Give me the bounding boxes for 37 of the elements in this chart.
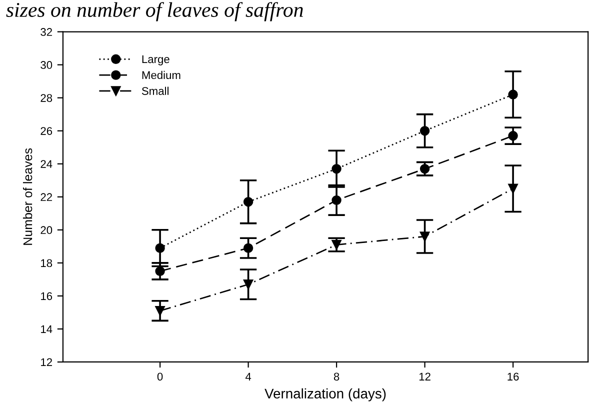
point: [420, 126, 430, 136]
y-tick-label: 28: [40, 94, 52, 102]
y-tick-label: 22: [40, 193, 52, 201]
point: [155, 266, 165, 276]
point: [243, 196, 254, 207]
point: [508, 90, 518, 100]
x-tick-label: 0: [157, 372, 163, 381]
y-tick-label: 16: [41, 292, 52, 300]
point: [332, 164, 342, 174]
point: [155, 243, 165, 253]
y-axis-title: Number of leaves: [22, 148, 32, 245]
point: [508, 184, 518, 194]
legend-label: Medium: [142, 70, 180, 80]
x-tick-label: 12: [419, 372, 430, 380]
y-tick-label: 14: [41, 325, 52, 333]
point: [243, 243, 254, 253]
point: [332, 240, 342, 250]
point: [420, 164, 430, 174]
point: [420, 232, 430, 242]
legend-label: Large: [142, 55, 170, 66]
y-tick-label: 32: [40, 28, 52, 36]
y-tick-label: 20: [40, 226, 52, 234]
point: [508, 130, 518, 141]
chart-title: sizes on number of leaves of saffron: [6, 2, 303, 22]
x-axis-title: Vernalization (days): [264, 388, 386, 402]
y-tick-label: 24: [40, 160, 52, 168]
point: [155, 306, 165, 316]
y-tick-label: 18: [41, 259, 52, 268]
point: [332, 195, 342, 206]
x-tick-label: 8: [334, 372, 340, 381]
legend-label: Small: [142, 86, 168, 95]
y-tick-label: 26: [40, 127, 52, 135]
x-tick-label: 4: [245, 372, 252, 380]
x-tick-label: 16: [508, 372, 519, 381]
y-tick-label: 30: [40, 61, 52, 69]
point: [243, 280, 254, 290]
y-tick-label: 12: [41, 358, 52, 366]
